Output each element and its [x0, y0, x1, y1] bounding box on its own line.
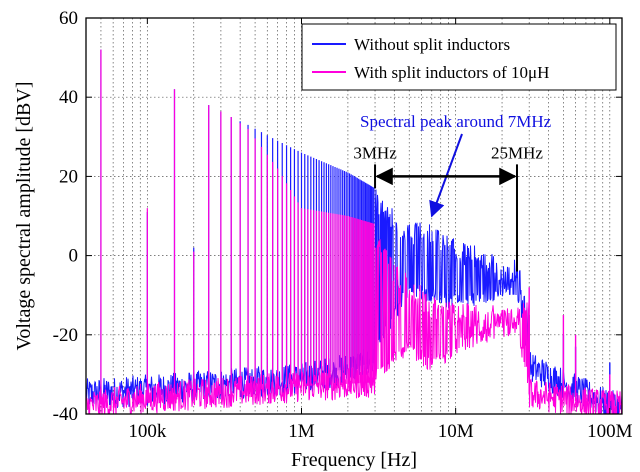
plot-frame [85, 17, 623, 415]
annotations: Spectral peak around 7MHz 3MHz 25MHz [353, 112, 552, 272]
y-tick-label: 0 [69, 246, 79, 267]
legend: Without split inductors With split induc… [301, 23, 617, 91]
x-tick-label: 100k [128, 421, 167, 442]
legend-label-with: With split inductors of 10μH [354, 63, 549, 82]
y-tick-label: 60 [59, 8, 78, 29]
peak-annotation-label: Spectral peak around 7MHz [360, 112, 552, 131]
peak-annotation-arrow [429, 133, 463, 218]
series-layer [86, 49, 622, 414]
y-tick-label: -40 [53, 404, 78, 425]
range-end-label: 25MHz [491, 143, 543, 162]
legend-label-without: Without split inductors [354, 35, 510, 54]
x-tick-label: 10M [438, 421, 474, 442]
range-start-label: 3MHz [353, 143, 397, 162]
noise-floor-trace [86, 239, 622, 414]
series-with-split-inductors [86, 49, 622, 414]
y-axis-label: Voltage spectral amplitude [dBV] [13, 81, 35, 350]
axis-ticks: 100k 1M 10M 100M -40 -20 0 20 40 60 [53, 8, 633, 442]
y-tick-label: 40 [59, 87, 78, 108]
y-tick-label: -20 [53, 325, 78, 346]
legend-box [301, 23, 617, 91]
x-axis-label: Frequency [Hz] [291, 449, 417, 471]
x-tick-label: 1M [288, 421, 315, 442]
x-tick-label: 100M [587, 421, 633, 442]
y-tick-label: 20 [59, 166, 78, 187]
